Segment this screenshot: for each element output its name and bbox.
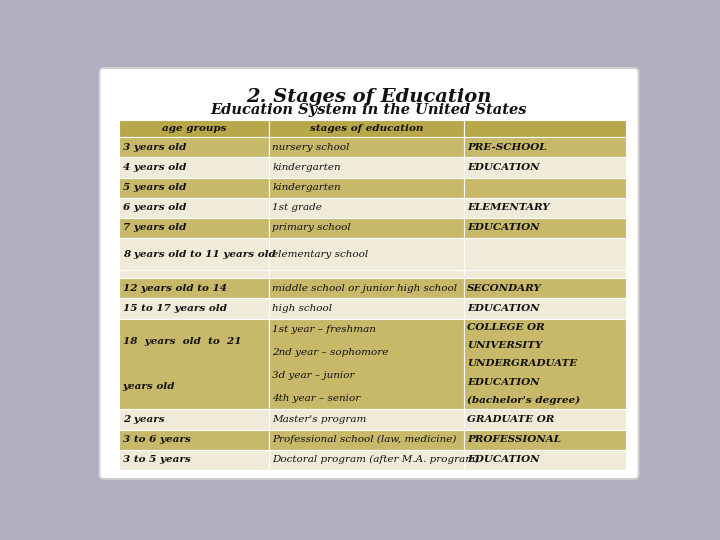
Text: age groups: age groups bbox=[162, 124, 227, 133]
Text: 12 years old to 14: 12 years old to 14 bbox=[122, 284, 227, 293]
Bar bbox=[269, 238, 464, 270]
Text: 2nd year – sophomore: 2nd year – sophomore bbox=[272, 348, 389, 357]
Bar bbox=[269, 450, 464, 470]
Bar bbox=[120, 278, 269, 299]
Bar bbox=[464, 319, 626, 409]
Bar bbox=[120, 270, 269, 278]
Text: 15 to 17 years old: 15 to 17 years old bbox=[122, 304, 227, 313]
Bar bbox=[120, 299, 269, 319]
Bar bbox=[269, 299, 464, 319]
Bar bbox=[464, 137, 626, 157]
Text: middle school or junior high school: middle school or junior high school bbox=[272, 284, 457, 293]
Text: 3 to 6 years: 3 to 6 years bbox=[122, 435, 190, 444]
Bar bbox=[269, 429, 464, 450]
Text: kindergarten: kindergarten bbox=[272, 163, 341, 172]
Text: EDUCATION: EDUCATION bbox=[467, 455, 540, 464]
Text: Professional school (law, medicine): Professional school (law, medicine) bbox=[272, 435, 456, 444]
Bar bbox=[464, 178, 626, 198]
Text: 18  years  old  to  21: 18 years old to 21 bbox=[122, 337, 241, 346]
Bar bbox=[269, 409, 464, 429]
Bar bbox=[464, 198, 626, 218]
Text: ELEMENTARY: ELEMENTARY bbox=[467, 203, 550, 212]
Text: stages of education: stages of education bbox=[310, 124, 423, 133]
FancyBboxPatch shape bbox=[99, 68, 639, 479]
Bar bbox=[120, 157, 269, 178]
Bar bbox=[269, 178, 464, 198]
Bar bbox=[464, 299, 626, 319]
Text: COLLEGE OR: COLLEGE OR bbox=[467, 323, 545, 332]
Text: GRADUATE OR: GRADUATE OR bbox=[467, 415, 554, 424]
Text: 4th year – senior: 4th year – senior bbox=[272, 394, 360, 402]
Text: high school: high school bbox=[272, 304, 332, 313]
Text: Master's program: Master's program bbox=[272, 415, 366, 424]
Text: 8 years old to 11 years old: 8 years old to 11 years old bbox=[122, 249, 276, 259]
Bar bbox=[120, 120, 269, 137]
Bar bbox=[269, 218, 464, 238]
Bar bbox=[269, 137, 464, 157]
Text: EDUCATION: EDUCATION bbox=[467, 163, 540, 172]
Bar bbox=[464, 429, 626, 450]
Bar bbox=[120, 198, 269, 218]
Bar bbox=[120, 429, 269, 450]
Bar bbox=[120, 137, 269, 157]
Bar bbox=[464, 218, 626, 238]
Text: EDUCATION: EDUCATION bbox=[467, 377, 540, 387]
Text: 3d year – junior: 3d year – junior bbox=[272, 371, 354, 380]
Bar bbox=[464, 238, 626, 270]
Text: PRE-SCHOOL: PRE-SCHOOL bbox=[467, 143, 546, 152]
Text: 2 years: 2 years bbox=[122, 415, 164, 424]
Text: years old: years old bbox=[122, 382, 175, 391]
Text: (bachelor's degree): (bachelor's degree) bbox=[467, 396, 580, 405]
Text: PROFESSIONAL: PROFESSIONAL bbox=[467, 435, 561, 444]
Bar bbox=[269, 120, 464, 137]
Text: 4 years old: 4 years old bbox=[122, 163, 186, 172]
Bar bbox=[269, 278, 464, 299]
Bar bbox=[269, 157, 464, 178]
Bar bbox=[464, 270, 626, 278]
Bar bbox=[464, 409, 626, 429]
Text: primary school: primary school bbox=[272, 224, 351, 232]
Bar bbox=[120, 218, 269, 238]
Bar bbox=[464, 120, 626, 137]
Text: 1st year – freshman: 1st year – freshman bbox=[272, 326, 376, 334]
Bar bbox=[269, 198, 464, 218]
Bar bbox=[120, 178, 269, 198]
Text: UNDERGRADUATE: UNDERGRADUATE bbox=[467, 360, 577, 368]
Bar bbox=[120, 238, 269, 270]
Text: elementary school: elementary school bbox=[272, 249, 369, 259]
Text: Education System in the United States: Education System in the United States bbox=[211, 103, 527, 117]
Text: 2. Stages of Education: 2. Stages of Education bbox=[246, 88, 492, 106]
Bar bbox=[120, 409, 269, 429]
Bar bbox=[464, 157, 626, 178]
Text: kindergarten: kindergarten bbox=[272, 183, 341, 192]
Text: SECONDARY: SECONDARY bbox=[467, 284, 542, 293]
Bar bbox=[269, 270, 464, 278]
Text: EDUCATION: EDUCATION bbox=[467, 304, 540, 313]
Text: EDUCATION: EDUCATION bbox=[467, 224, 540, 232]
Text: 3 years old: 3 years old bbox=[122, 143, 186, 152]
Bar bbox=[120, 450, 269, 470]
Bar bbox=[464, 450, 626, 470]
Text: 7 years old: 7 years old bbox=[122, 224, 186, 232]
Text: Doctoral program (after M.A. program): Doctoral program (after M.A. program) bbox=[272, 455, 480, 464]
Text: 5 years old: 5 years old bbox=[122, 183, 186, 192]
Bar bbox=[269, 319, 464, 409]
Text: UNIVERSITY: UNIVERSITY bbox=[467, 341, 543, 350]
Text: 1st grade: 1st grade bbox=[272, 203, 322, 212]
Bar bbox=[120, 319, 269, 409]
Text: 6 years old: 6 years old bbox=[122, 203, 186, 212]
Text: 3 to 5 years: 3 to 5 years bbox=[122, 455, 190, 464]
Text: nursery school: nursery school bbox=[272, 143, 350, 152]
Bar bbox=[464, 278, 626, 299]
